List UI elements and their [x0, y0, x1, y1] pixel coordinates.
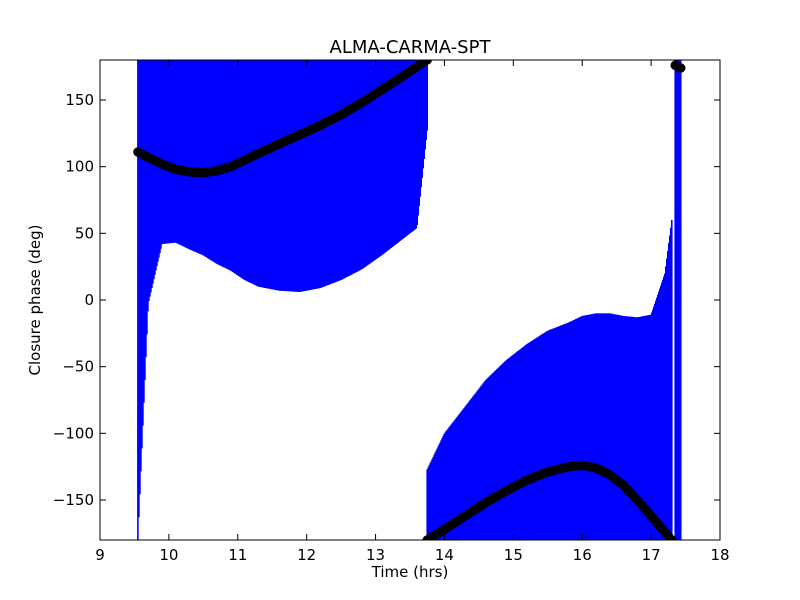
y-axis-label: Closure phase (deg): [26, 225, 44, 376]
data-markers: [133, 60, 686, 540]
y-axis: −150 −100 −50 0 50 100 150: [53, 91, 720, 509]
x-axis: 9 10 11 12 13 14 15 16 17 18: [95, 60, 730, 564]
data-point: [675, 63, 686, 73]
y-tick-label: −50: [62, 358, 94, 376]
x-tick-label: 18: [710, 546, 729, 564]
y-tick-label: 50: [75, 224, 94, 242]
x-axis-label: Time (hrs): [371, 563, 449, 581]
y-tick-label: −150: [53, 491, 94, 509]
x-tick-label: 10: [159, 546, 178, 564]
data-point: [422, 60, 432, 65]
y-tick-label: 100: [65, 158, 94, 176]
x-tick-label: 17: [642, 546, 661, 564]
x-tick-label: 9: [95, 546, 105, 564]
x-tick-label: 12: [297, 546, 316, 564]
x-tick-label: 14: [435, 546, 454, 564]
chart-title: ALMA-CARMA-SPT: [330, 37, 492, 58]
y-tick-label: 0: [84, 291, 94, 309]
error-bands: [137, 60, 682, 540]
x-tick-label: 13: [366, 546, 385, 564]
plot-area: [133, 60, 686, 540]
x-tick-label: 16: [573, 546, 592, 564]
y-tick-label: −100: [53, 424, 94, 442]
x-tick-label: 15: [504, 546, 523, 564]
data-point: [667, 535, 677, 540]
y-tick-label: 150: [65, 91, 94, 109]
x-tick-label: 11: [228, 546, 247, 564]
